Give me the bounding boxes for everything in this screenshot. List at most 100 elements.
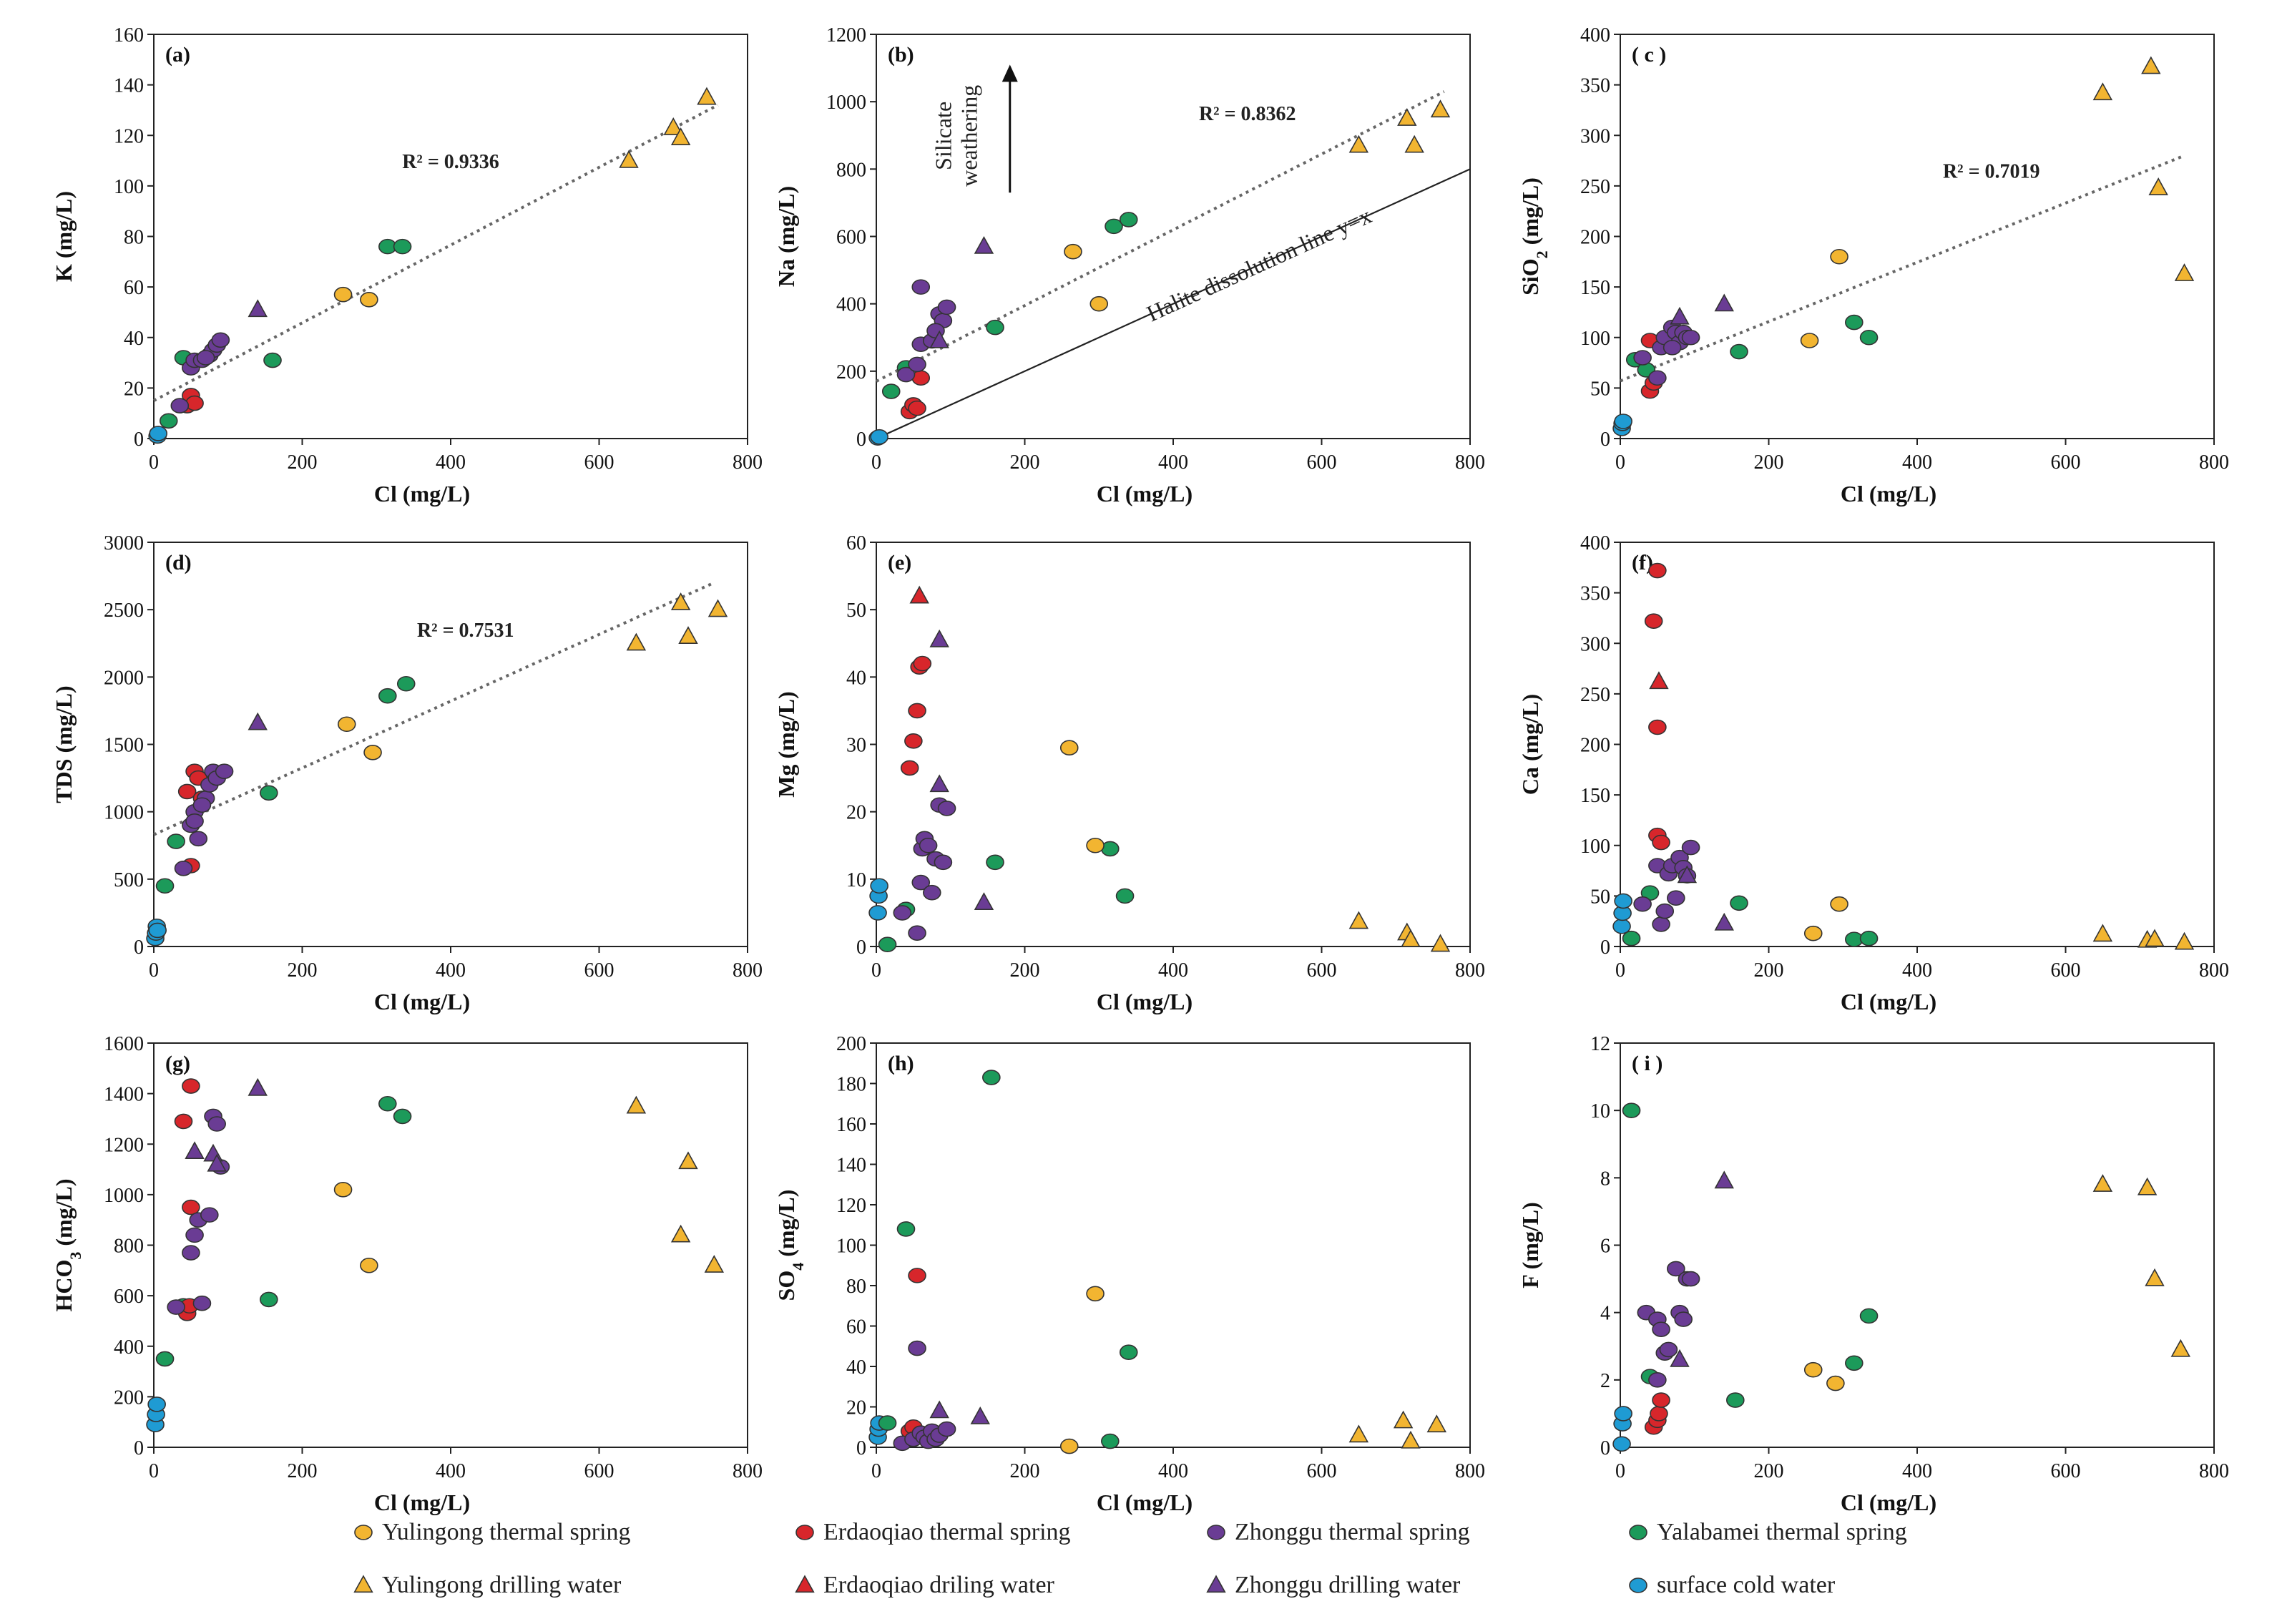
x-tick-label: 200 <box>1754 451 1784 474</box>
data-point-yulingong-triangle <box>1393 1410 1414 1429</box>
y-tick-label: 40 <box>846 1356 866 1379</box>
y-tick-label: 120 <box>114 125 144 147</box>
arrow-label: weathering <box>956 85 982 187</box>
x-tick-label: 0 <box>871 959 881 982</box>
y-tick-label: 100 <box>1580 328 1610 350</box>
y-tick-label: 50 <box>846 600 866 622</box>
trend-line <box>876 90 1445 383</box>
y-tick-label: 300 <box>1580 125 1610 147</box>
y-tick-label: 250 <box>1580 684 1610 706</box>
data-point-zhonggu-circle <box>1652 916 1670 932</box>
y-tick-label: 400 <box>836 294 866 316</box>
data-point-erdaoqiao-circle <box>913 655 932 672</box>
x-tick-label: 600 <box>584 959 614 982</box>
data-point-yulingong-triangle <box>619 150 639 168</box>
y-tick-label: 60 <box>124 277 144 299</box>
data-point-erdaoqiao-triangle <box>909 585 929 604</box>
panel-d: 0 200 400 600 800 0 500 1000 1500 2000 2500 3000 Cl … <box>51 532 763 1014</box>
y-tick-label: 200 <box>1580 227 1610 249</box>
data-point-zhonggu-triangle <box>248 299 268 318</box>
data-point-yulingong-triangle <box>1430 99 1451 118</box>
halite-line-label: Halite dissolution line y=x <box>1142 202 1375 327</box>
y-tick-label: 400 <box>1580 532 1610 554</box>
r-squared-label: R² = 0.7531 <box>417 620 514 642</box>
y-tick-label: 800 <box>836 159 866 181</box>
y-tick-label: 100 <box>1580 836 1610 858</box>
data-point-zhonggu-circle <box>1648 1372 1667 1388</box>
y-tick-label: 160 <box>114 24 144 47</box>
x-tick-label: 200 <box>1010 1460 1040 1482</box>
y-tick-label: 140 <box>114 75 144 97</box>
data-point-yulingong-triangle <box>1404 134 1424 153</box>
x-tick-label: 0 <box>149 1460 159 1482</box>
data-point-yulingong-triangle <box>2174 263 2195 281</box>
y-tick-label: 1200 <box>104 1134 144 1156</box>
y-tick-label: 10 <box>1590 1100 1610 1122</box>
data-point-erdaoqiao-circle <box>908 1268 926 1283</box>
data-point-yulingong-triangle <box>707 599 728 617</box>
panel-label: (b) <box>888 43 914 67</box>
data-point-yulingong-circle <box>1064 243 1082 260</box>
panel-label: (g) <box>165 1052 190 1075</box>
x-tick-label: 600 <box>1307 451 1337 474</box>
data-point-zhonggu-triangle <box>1714 293 1734 312</box>
data-point-yulingong-circle <box>1803 925 1823 941</box>
data-point-erdaoqiao-circle <box>900 760 919 776</box>
y-tick-label: 50 <box>1590 378 1610 400</box>
data-point-yulingong-triangle <box>2174 931 2195 950</box>
data-point-yalabamei-circle <box>378 1095 397 1112</box>
data-point-zhonggu-circle <box>919 837 938 853</box>
data-point-erdaoqiao-triangle <box>1649 671 1669 690</box>
x-tick-label: 0 <box>1615 451 1625 474</box>
data-point-yulingong-triangle <box>1401 1430 1421 1449</box>
data-point-zhonggu-circle <box>1667 1261 1685 1277</box>
panel-label: ( i ) <box>1632 1052 1662 1075</box>
y-tick-label: 400 <box>114 1336 144 1359</box>
data-point-surface-circle <box>148 922 167 939</box>
plot-frame <box>153 1042 748 1448</box>
panel-label: ( c ) <box>1632 43 1666 67</box>
data-point-yulingong-circle <box>1803 1361 1823 1378</box>
y-tick-label: 140 <box>836 1155 866 1177</box>
x-tick-label: 800 <box>2199 1460 2229 1482</box>
data-point-yalabamei-circle <box>881 383 901 399</box>
legend-item: Erdaoqiao thermal spring <box>795 1519 1071 1545</box>
x-tick-label: 400 <box>436 1460 466 1482</box>
y-tick-label: 250 <box>1580 176 1610 198</box>
data-point-zhonggu-circle <box>1667 890 1685 906</box>
x-tick-label: 0 <box>149 451 159 474</box>
data-point-zhonggu-circle <box>1681 839 1700 856</box>
plot-frame <box>876 1042 1471 1448</box>
panel-i: 0 200 400 600 800 0 2 4 6 8 10 12 Cl (mg/L) F (mg/L) (… <box>1517 1033 2229 1515</box>
panel-label: (e) <box>888 551 911 574</box>
x-tick-label: 600 <box>1307 959 1337 982</box>
data-point-yulingong-circle <box>333 286 353 303</box>
data-point-zhonggu-circle <box>896 366 916 383</box>
data-point-yalabamei-circle <box>167 833 185 849</box>
data-point-yalabamei-circle <box>982 1070 1001 1085</box>
data-point-yalabamei-circle <box>1845 1355 1864 1371</box>
data-point-yulingong-triangle <box>2145 929 2165 947</box>
y-axis-label: Ca (mg/L) <box>1517 694 1543 795</box>
data-point-zhonggu-triangle <box>248 1077 268 1096</box>
plot-frame <box>1620 1042 2215 1448</box>
y-tick-label: 30 <box>846 735 866 757</box>
y-tick-label: 600 <box>114 1286 144 1308</box>
data-point-zhonggu-circle <box>192 797 212 813</box>
y-tick-label: 1400 <box>104 1084 144 1106</box>
data-point-yalabamei-circle <box>1622 930 1641 946</box>
x-tick-label: 200 <box>1010 451 1040 474</box>
legend-label: Yulingong thermal spring <box>382 1519 631 1545</box>
x-tick-label: 800 <box>2199 959 2229 982</box>
x-tick-label: 400 <box>1158 451 1188 474</box>
data-point-zhonggu-circle <box>1648 370 1667 386</box>
x-tick-label: 800 <box>733 959 763 982</box>
y-tick-label: 0 <box>856 1437 866 1459</box>
data-point-zhonggu-triangle <box>185 1141 205 1160</box>
data-point-yalabamei-circle <box>1105 218 1123 235</box>
data-point-zhonggu-circle <box>207 1116 226 1132</box>
data-point-zhonggu-circle <box>211 332 230 348</box>
y-axis-label: TDS (mg/L) <box>51 685 77 803</box>
data-point-yulingong-triangle <box>1426 1414 1447 1433</box>
data-point-yulingong-circle <box>1059 1438 1079 1454</box>
